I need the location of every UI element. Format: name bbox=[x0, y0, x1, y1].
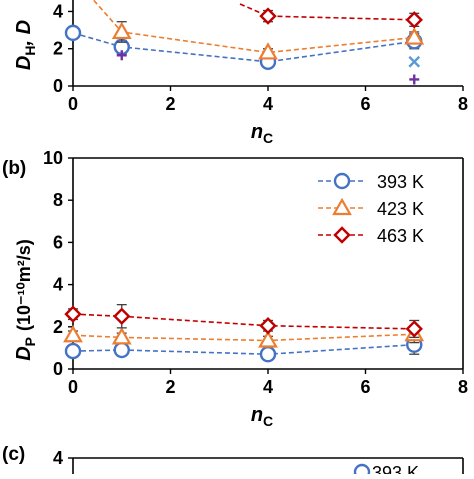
x-tick-label: 2 bbox=[165, 377, 175, 397]
data-point bbox=[259, 346, 277, 363]
data-point bbox=[113, 341, 130, 359]
series-line bbox=[93, 0, 415, 54]
data-point bbox=[111, 327, 132, 345]
x-tick-label: 6 bbox=[360, 94, 370, 114]
y-tick-label: 10 bbox=[43, 148, 63, 168]
x-axis-label: nC bbox=[251, 121, 273, 146]
data-point bbox=[405, 11, 423, 29]
legend-label: 393 K bbox=[372, 463, 419, 474]
x-axis-label: nC bbox=[251, 404, 273, 429]
data-point bbox=[113, 307, 131, 325]
y-tick-label: 4 bbox=[53, 275, 63, 295]
legend-label: 463 K bbox=[377, 226, 424, 246]
data-point bbox=[258, 42, 278, 60]
extra-data-point bbox=[116, 50, 127, 61]
panel-label-b: (b) bbox=[2, 158, 26, 179]
y-tick-label: 0 bbox=[53, 76, 63, 96]
y-axis-label-b: DP(10⁻¹⁰m²/s) bbox=[13, 239, 38, 361]
data-point bbox=[64, 24, 82, 42]
legend-marker bbox=[333, 172, 351, 190]
series-line bbox=[72, 313, 415, 330]
series-line bbox=[72, 32, 415, 63]
chart-panel-a: 0 2 4 6 8 0 2 4 nC bbox=[53, 0, 468, 146]
x-tick-label: 0 bbox=[68, 94, 78, 114]
series-line bbox=[72, 343, 415, 356]
chart-panel-b: 0 2 4 6 8 0 2 4 6 8 10 nC 393 K 423 K 463 K bbox=[43, 148, 468, 429]
data-point bbox=[64, 342, 82, 360]
data-point bbox=[63, 325, 83, 343]
series-423-K bbox=[63, 323, 425, 348]
x-tick-label: 8 bbox=[458, 377, 468, 397]
x-tick-label: 8 bbox=[458, 94, 468, 114]
x-tick-label: 0 bbox=[68, 377, 78, 397]
series-line bbox=[72, 333, 415, 342]
x-tick-label: 4 bbox=[263, 377, 273, 397]
data-point bbox=[111, 21, 132, 40]
data-point bbox=[404, 27, 425, 45]
legend-marker bbox=[332, 197, 352, 216]
series-463-K bbox=[239, 3, 423, 29]
legend-label: 393 K bbox=[377, 172, 424, 192]
y-tick-label: 2 bbox=[53, 317, 63, 337]
series-423-K bbox=[93, 0, 425, 60]
y-tick-label: 6 bbox=[53, 232, 63, 252]
data-point bbox=[64, 305, 82, 323]
panel-label-c: (c) bbox=[2, 444, 25, 465]
legend-marker bbox=[353, 463, 371, 479]
x-tick-label: 4 bbox=[263, 94, 273, 114]
y-tick-label: 4 bbox=[53, 1, 63, 21]
legend-marker bbox=[333, 226, 351, 244]
legend-label: 423 K bbox=[377, 199, 424, 219]
legend-c: 393 K bbox=[353, 463, 419, 479]
data-point bbox=[258, 330, 278, 348]
data-point bbox=[259, 7, 277, 25]
y-tick-label-c: 4 bbox=[53, 448, 63, 468]
y-tick-label: 0 bbox=[53, 359, 63, 379]
data-point bbox=[405, 320, 423, 338]
x-tick-label: 2 bbox=[165, 94, 175, 114]
series-line bbox=[239, 3, 415, 21]
x-tick-label: 6 bbox=[360, 377, 370, 397]
data-point bbox=[259, 317, 277, 335]
y-tick-label: 8 bbox=[53, 190, 63, 210]
series-463-K bbox=[64, 303, 423, 339]
legend-b: 393 K 423 K 463 K bbox=[318, 172, 424, 246]
extra-data-point bbox=[408, 55, 421, 68]
y-axis-label-a: DH, D bbox=[13, 20, 38, 70]
y-tick-label: 2 bbox=[53, 39, 63, 59]
extra-data-point bbox=[409, 74, 420, 85]
